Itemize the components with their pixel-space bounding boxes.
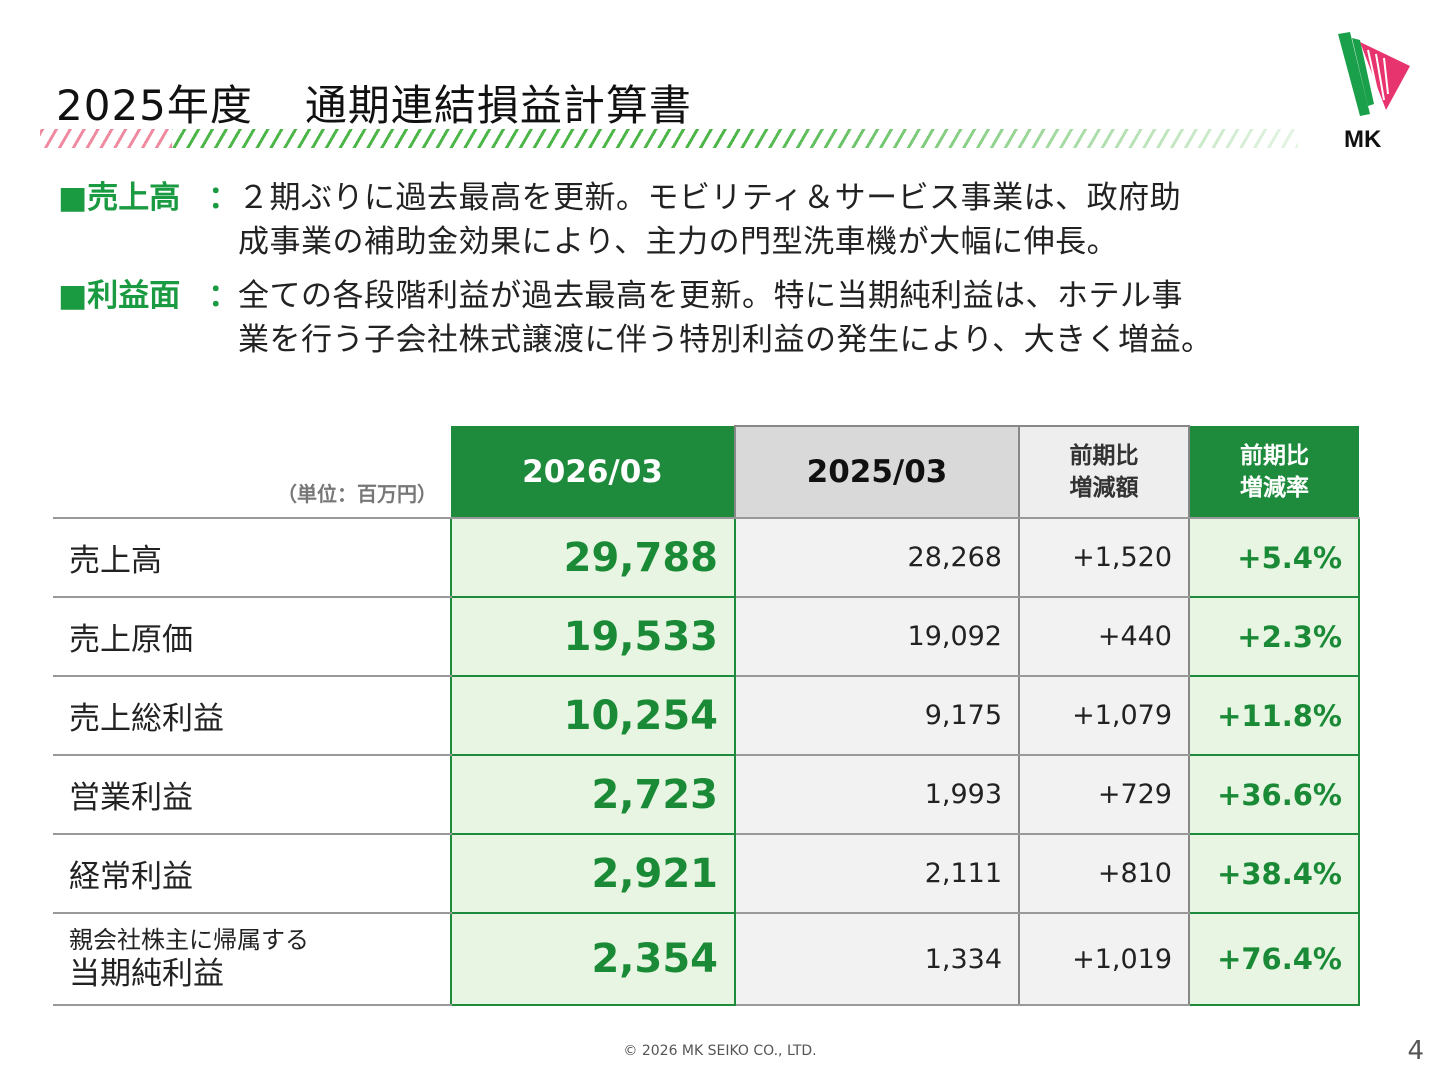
summary-sales-heading: ■売上高 bbox=[58, 180, 181, 216]
title-year: 2025年度 bbox=[56, 81, 253, 130]
current-value: 10,254 bbox=[450, 676, 736, 756]
table-row-gross-profit: 売上総利益 10,254 9,175 +1,079 +11.8% bbox=[53, 676, 1360, 756]
header-yoy-change: 前期比 増減額 bbox=[1019, 425, 1190, 519]
income-statement-table: （単位：百万円） 2026/03 2025/03 前期比増減額 前期比増減率 売… bbox=[53, 425, 1360, 1006]
title-underline-accent bbox=[40, 129, 172, 148]
row-label: 売上高 bbox=[53, 518, 451, 598]
table-row-ordinary-profit: 経常利益 2,921 2,111 +810 +38.4% bbox=[53, 834, 1360, 914]
unit-text: （単位：百万円） bbox=[277, 482, 437, 506]
row-label: 営業利益 bbox=[53, 755, 451, 835]
title-underline-stripe bbox=[40, 129, 1298, 148]
summary-sales-line-1: ２期ぶりに過去最高を更新。モビリティ＆サービス事業は、政府助 bbox=[238, 180, 1182, 216]
header-previous-period: 2025/03 bbox=[734, 425, 1020, 519]
yoy-rate-value: +38.4% bbox=[1188, 834, 1360, 914]
company-logo: MK bbox=[1330, 30, 1414, 153]
previous-value: 19,092 bbox=[735, 597, 1020, 677]
title-text: 通期連結損益計算書 bbox=[304, 81, 692, 130]
yoy-rate-value: +2.3% bbox=[1188, 597, 1360, 677]
yoy-change-value: +729 bbox=[1019, 755, 1190, 835]
header-current-period: 2026/03 bbox=[451, 426, 735, 519]
table-row-net-sales: 売上高 29,788 28,268 +1,520 +5.4% bbox=[53, 518, 1360, 598]
table-row-cost-of-sales: 売上原価 19,533 19,092 +440 +2.3% bbox=[53, 597, 1360, 677]
unit-label: （単位：百万円） bbox=[53, 426, 451, 519]
page-title: 2025年度 通期連結損益計算書 bbox=[56, 72, 692, 133]
summary-profit-separator: ： bbox=[208, 278, 239, 314]
previous-value: 2,111 bbox=[735, 834, 1020, 914]
previous-value: 9,175 bbox=[735, 676, 1020, 756]
row-label-sub: 親会社株主に帰属する bbox=[69, 926, 309, 954]
current-value: 2,723 bbox=[450, 755, 736, 835]
yoy-change-value: +1,019 bbox=[1019, 913, 1190, 1006]
table-row-net-income: 親会社株主に帰属する 当期純利益 2,354 1,334 +1,019 +76.4… bbox=[53, 913, 1360, 1006]
previous-value: 1,334 bbox=[735, 913, 1020, 1006]
summary-sales-separator: ： bbox=[208, 180, 239, 216]
summary-sales-line-2: 成事業の補助金効果により、主力の門型洗車機が大幅に伸長。 bbox=[238, 224, 1119, 260]
row-label: 経常利益 bbox=[53, 834, 451, 914]
current-value: 2,921 bbox=[450, 834, 736, 914]
row-label: 売上総利益 bbox=[53, 676, 451, 756]
summary-profit-heading: ■利益面 bbox=[58, 278, 181, 314]
yoy-rate-value: +36.6% bbox=[1188, 755, 1360, 835]
copyright-notice: © 2026 MK SEIKO CO., LTD. bbox=[623, 1043, 817, 1059]
current-value: 29,788 bbox=[450, 518, 736, 598]
header-yoy-rate-line-2: 増減率 bbox=[1240, 474, 1309, 501]
logo-mark-icon bbox=[1338, 32, 1410, 116]
yoy-change-value: +1,520 bbox=[1019, 518, 1190, 598]
summary-profit-line-1: 全ての各段階利益が過去最高を更新。特に当期純利益は、ホテル事 bbox=[238, 278, 1183, 314]
header-yoy-change-line-1: 前期比 bbox=[1069, 443, 1139, 469]
header-yoy-rate: 前期比 増減率 bbox=[1189, 426, 1359, 519]
page-number: 4 bbox=[1407, 1036, 1424, 1066]
previous-value: 1,993 bbox=[735, 755, 1020, 835]
yoy-change-value: +810 bbox=[1019, 834, 1190, 914]
table-row-operating-profit: 営業利益 2,723 1,993 +729 +36.6% bbox=[53, 755, 1360, 835]
logo-text: MK bbox=[1344, 126, 1382, 153]
yoy-rate-value: +11.8% bbox=[1188, 676, 1360, 756]
header-yoy-change-line-2: 増減額 bbox=[1069, 475, 1139, 501]
row-label-main: 当期純利益 bbox=[69, 956, 224, 992]
current-value: 2,354 bbox=[450, 913, 736, 1006]
row-label: 親会社株主に帰属する 当期純利益 bbox=[53, 913, 451, 1006]
yoy-change-value: +440 bbox=[1019, 597, 1190, 677]
summary-profit-line-2: 業を行う子会社株式譲渡に伴う特別利益の発生により、大きく増益。 bbox=[238, 322, 1213, 358]
header-yoy-rate-line-1: 前期比 bbox=[1240, 442, 1309, 469]
yoy-rate-value: +5.4% bbox=[1188, 518, 1360, 598]
yoy-change-value: +1,079 bbox=[1019, 676, 1190, 756]
previous-value: 28,268 bbox=[735, 518, 1020, 598]
yoy-rate-value: +76.4% bbox=[1188, 913, 1360, 1006]
row-label: 売上原価 bbox=[53, 597, 451, 677]
current-value: 19,533 bbox=[450, 597, 736, 677]
table-header-row: （単位：百万円） 2026/03 2025/03 前期比増減額 前期比増減率 bbox=[53, 425, 1359, 519]
